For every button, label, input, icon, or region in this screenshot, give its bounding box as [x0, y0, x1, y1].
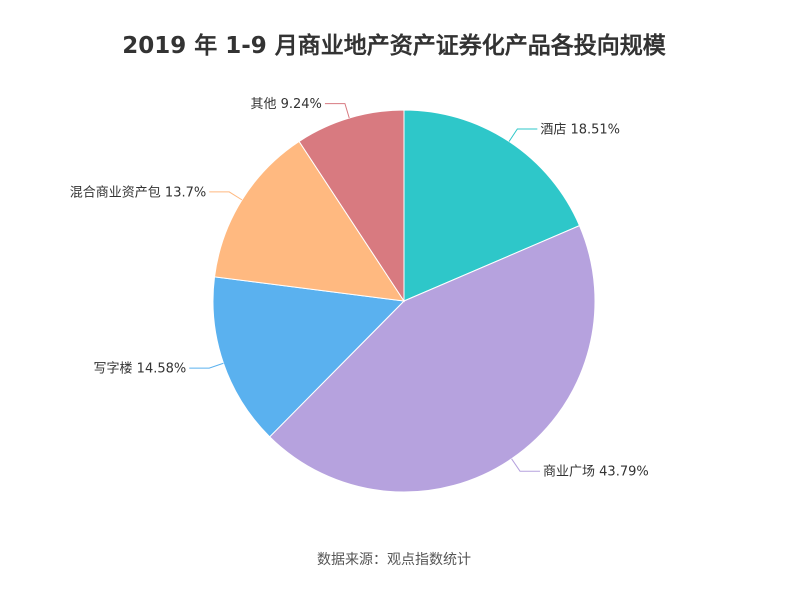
chart-title: 2019 年 1-9 月商业地产资产证券化产品各投向规模	[122, 33, 666, 59]
pie-slice-2	[212, 276, 406, 438]
label-line-3	[209, 191, 243, 201]
pie-slice-3	[213, 140, 406, 302]
slice-label-3: 混合商业资产包 13.7%	[70, 185, 206, 200]
label-line-2	[189, 362, 224, 369]
pie-slice-1	[268, 224, 596, 493]
pie-slice-4	[298, 109, 405, 303]
slice-label-2: 写字楼 14.58%	[94, 362, 187, 377]
label-line-0	[508, 128, 538, 142]
slice-label-0: 酒店 18.51%	[540, 122, 620, 137]
slice-label-1: 商业广场 43.79%	[543, 465, 649, 480]
source-note: 数据来源：观点指数统计	[317, 552, 471, 568]
slice-label-4: 其他 9.24%	[250, 97, 321, 112]
label-line-4	[324, 103, 350, 119]
label-line-1	[511, 458, 541, 472]
pie-slice-0	[403, 109, 581, 302]
